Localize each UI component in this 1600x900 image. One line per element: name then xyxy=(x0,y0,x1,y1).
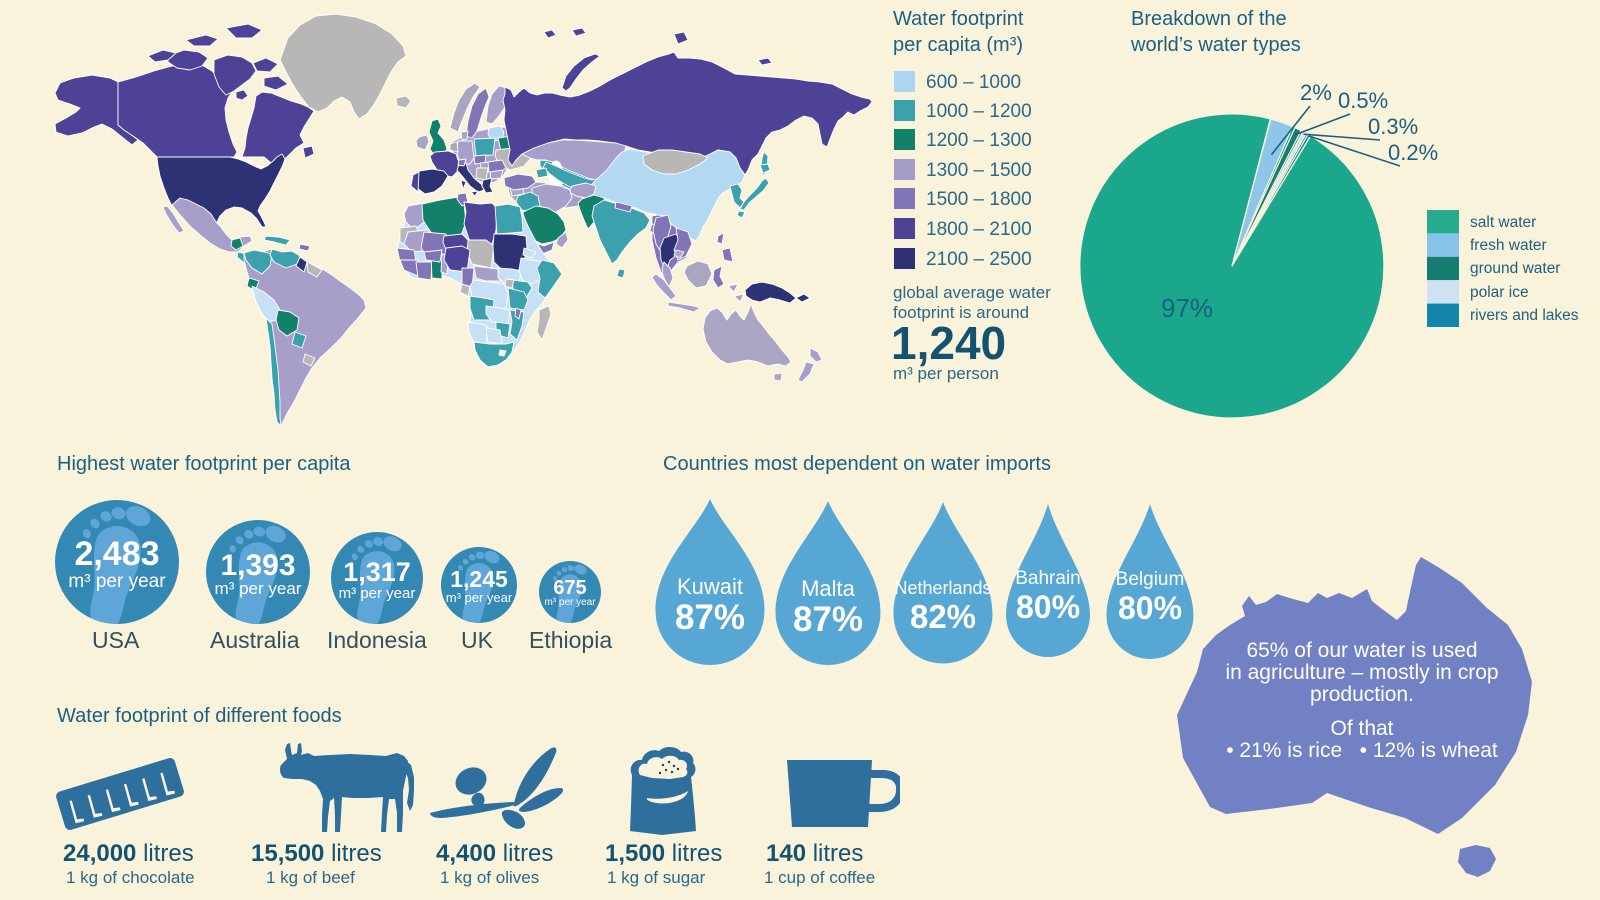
svg-text:0.3%: 0.3% xyxy=(1368,114,1418,139)
svg-text:1,317: 1,317 xyxy=(343,557,411,587)
svg-text:1500 – 1800: 1500 – 1800 xyxy=(926,189,1032,210)
svg-text:1,245: 1,245 xyxy=(450,566,508,592)
svg-text:0.5%: 0.5% xyxy=(1338,88,1388,113)
svg-text:80%: 80% xyxy=(1016,589,1080,625)
svg-text:• 21% is rice • 12% is wheat: • 21% is rice • 12% is wheat xyxy=(1226,739,1498,762)
svg-text:Malta: Malta xyxy=(801,576,856,601)
svg-text:m³ per year: m³ per year xyxy=(544,597,596,608)
svg-text:production.: production. xyxy=(1310,683,1414,706)
svg-text:2%: 2% xyxy=(1300,80,1332,105)
svg-text:Of that: Of that xyxy=(1330,717,1393,740)
svg-text:2100 – 2500: 2100 – 2500 xyxy=(926,249,1032,270)
svg-text:97%: 97% xyxy=(1161,293,1213,323)
svg-text:ground water: ground water xyxy=(1470,260,1560,277)
svg-text:Netherlands: Netherlands xyxy=(894,578,991,598)
svg-text:1300 – 1500: 1300 – 1500 xyxy=(926,160,1032,181)
svg-text:1000 – 1200: 1000 – 1200 xyxy=(926,101,1032,122)
svg-text:rivers and lakes: rivers and lakes xyxy=(1470,307,1579,324)
svg-text:2,483: 2,483 xyxy=(74,535,159,573)
svg-text:m³ per year: m³ per year xyxy=(446,590,513,605)
svg-text:87%: 87% xyxy=(793,600,863,639)
svg-text:0.2%: 0.2% xyxy=(1388,140,1438,165)
svg-text:m³ per year: m³ per year xyxy=(68,571,166,592)
svg-text:salt water: salt water xyxy=(1470,214,1536,231)
svg-text:80%: 80% xyxy=(1118,590,1182,626)
svg-text:675: 675 xyxy=(553,577,586,599)
svg-text:fresh water: fresh water xyxy=(1470,237,1547,254)
svg-text:m³ per year: m³ per year xyxy=(339,585,416,602)
svg-text:in agriculture – mostly in cro: in agriculture – mostly in crop xyxy=(1225,661,1498,684)
svg-text:polar ice: polar ice xyxy=(1470,284,1529,301)
svg-text:1,393: 1,393 xyxy=(220,549,295,582)
svg-text:600 – 1000: 600 – 1000 xyxy=(926,72,1021,93)
svg-text:82%: 82% xyxy=(910,598,976,635)
svg-text:1200 – 1300: 1200 – 1300 xyxy=(926,130,1032,151)
svg-text:87%: 87% xyxy=(675,598,745,637)
svg-text:m³ per year: m³ per year xyxy=(215,579,302,598)
svg-text:Bahrain: Bahrain xyxy=(1015,568,1081,589)
svg-text:Belgium: Belgium xyxy=(1116,569,1185,590)
svg-text:1800 – 2100: 1800 – 2100 xyxy=(926,219,1032,240)
svg-text:Kuwait: Kuwait xyxy=(677,574,743,599)
svg-text:65% of our water is used: 65% of our water is used xyxy=(1246,639,1477,662)
